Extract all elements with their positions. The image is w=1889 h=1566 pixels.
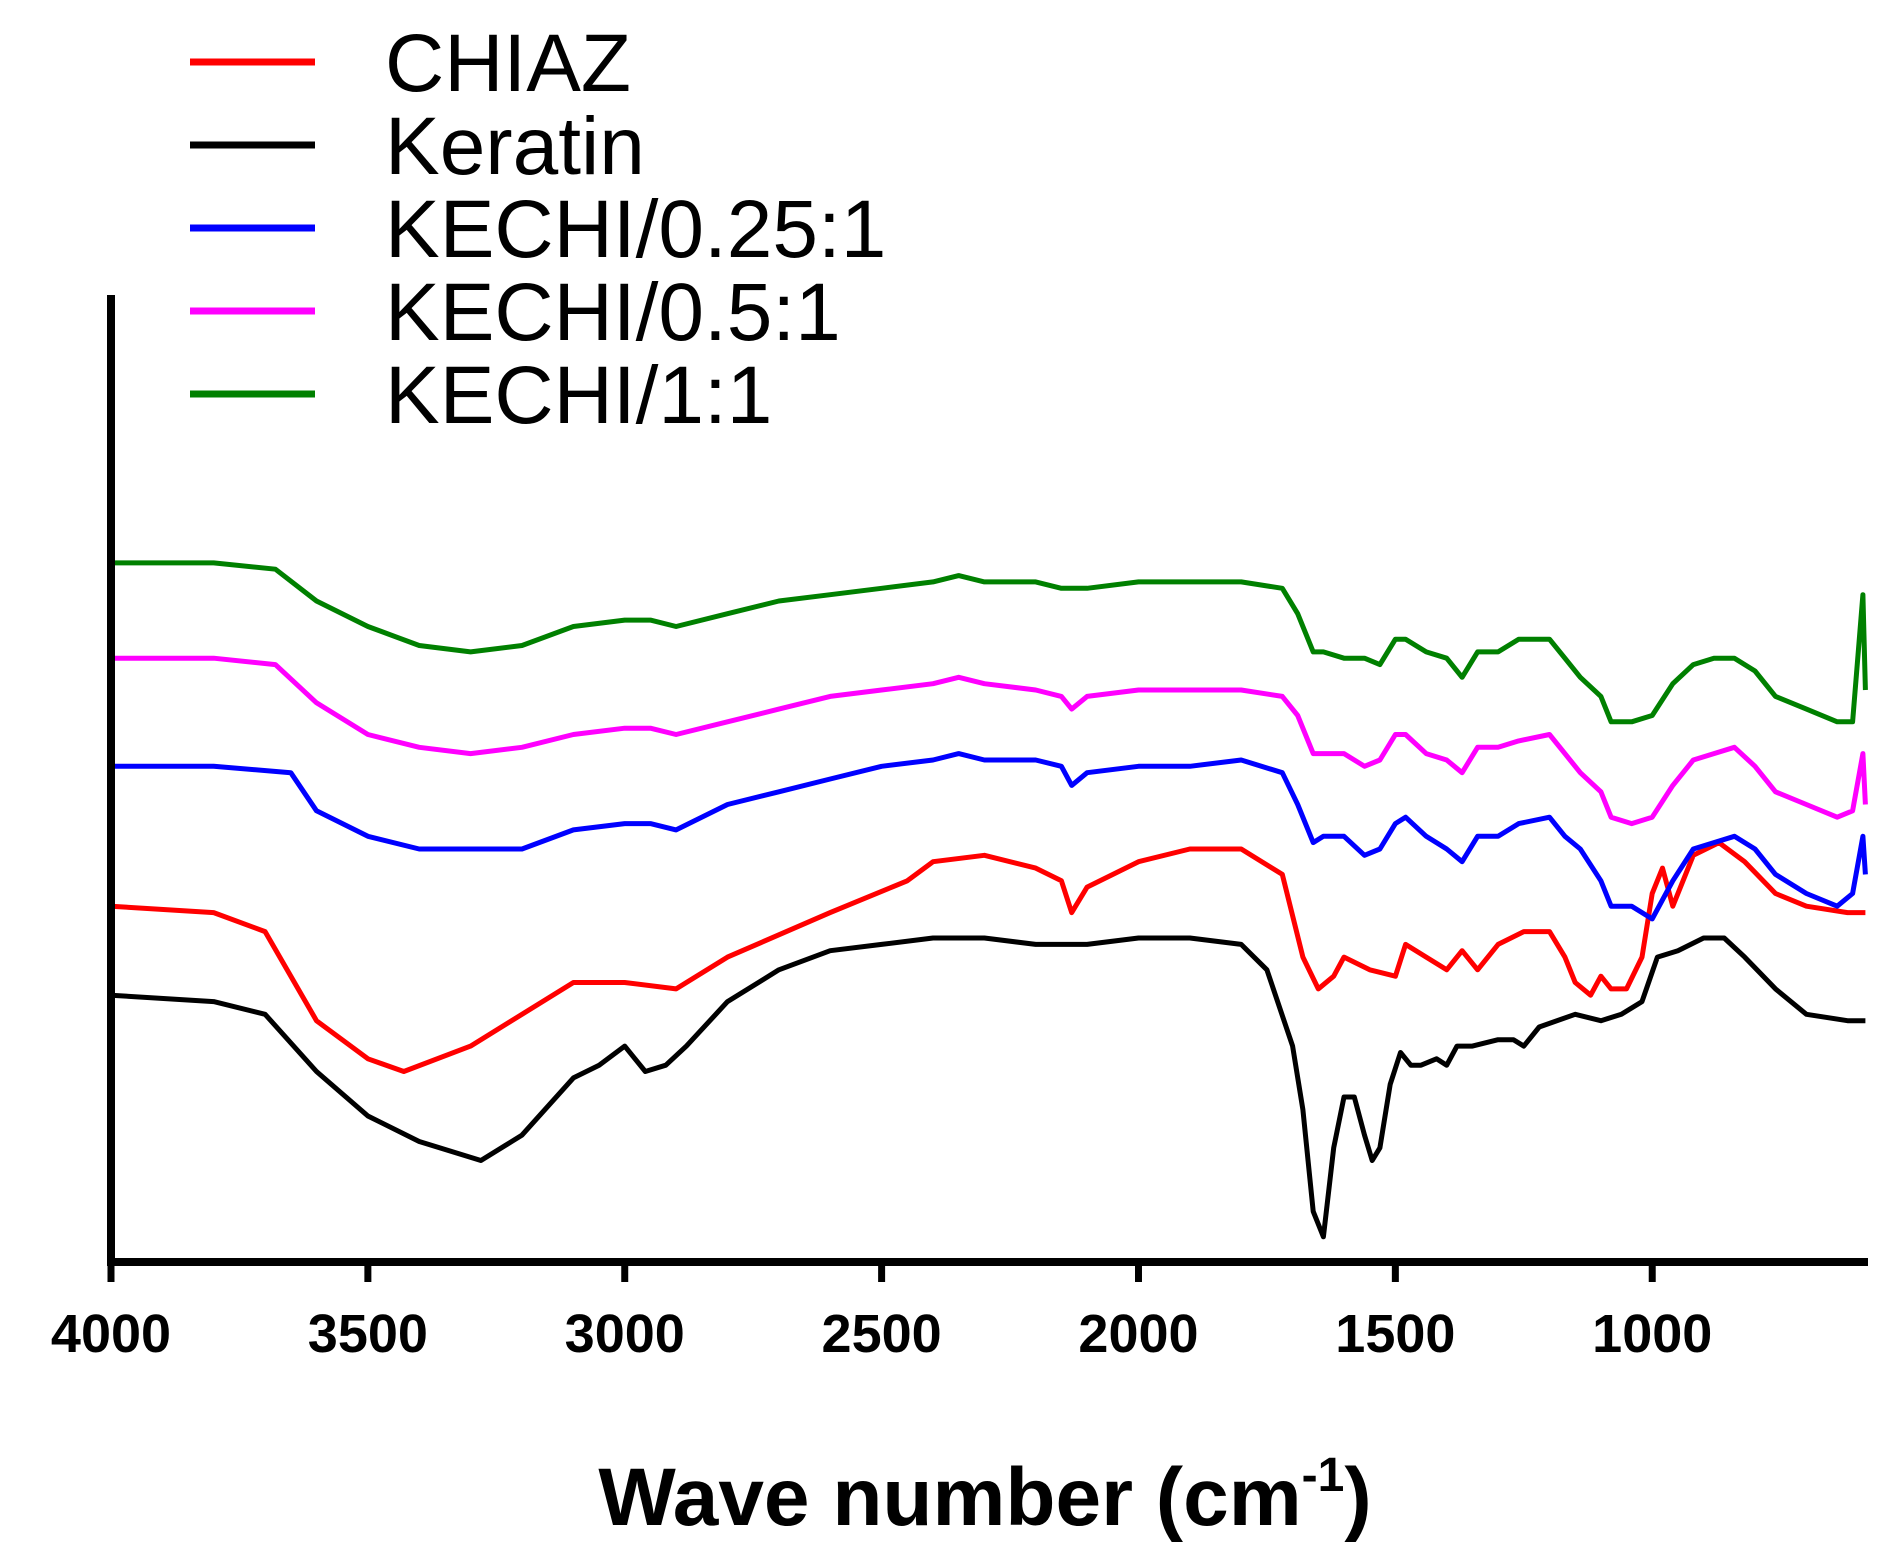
series-line-keratin xyxy=(110,935,1866,1240)
legend: CHIAZKeratinKECHI/0.25:1KECHI/0.5:1KECHI… xyxy=(190,18,886,441)
x-tick-label-2500: 2500 xyxy=(822,1304,942,1364)
legend-label-chiaz: CHIAZ xyxy=(385,18,631,109)
x-axis-label-sup: -1 xyxy=(1302,1449,1345,1502)
x-tick-label-1500: 1500 xyxy=(1335,1304,1455,1364)
plot-area xyxy=(110,560,1868,1240)
x-tick-label-1000: 1000 xyxy=(1592,1304,1712,1364)
legend-label-kechi-1-1: KECHI/1:1 xyxy=(385,350,772,441)
legend-label-kechi-0-5-1: KECHI/0.5:1 xyxy=(385,267,841,358)
series-line-kechi-0-5-1 xyxy=(111,655,1868,827)
x-axis-label-close: ) xyxy=(1344,1452,1371,1543)
x-axis-label: Wave number (cm-1) xyxy=(598,1449,1371,1543)
x-tick-label-4000: 4000 xyxy=(51,1304,171,1364)
x-tick-label-3500: 3500 xyxy=(308,1304,428,1364)
x-axis-label-main: Wave number (cm xyxy=(598,1452,1301,1543)
series-line-kechi-1-1 xyxy=(111,560,1868,725)
legend-label-keratin: Keratin xyxy=(385,101,645,192)
x-tick-label-3000: 3000 xyxy=(565,1304,685,1364)
x-tick-label-2000: 2000 xyxy=(1078,1304,1198,1364)
series-line-kechi-0-25-1 xyxy=(111,751,1868,922)
series-line-chiaz xyxy=(110,840,1866,1074)
legend-label-kechi-0-25-1: KECHI/0.25:1 xyxy=(385,184,886,275)
x-ticks: 4000 3500 3000 2500 2000 1500 1000 xyxy=(51,1262,1712,1364)
